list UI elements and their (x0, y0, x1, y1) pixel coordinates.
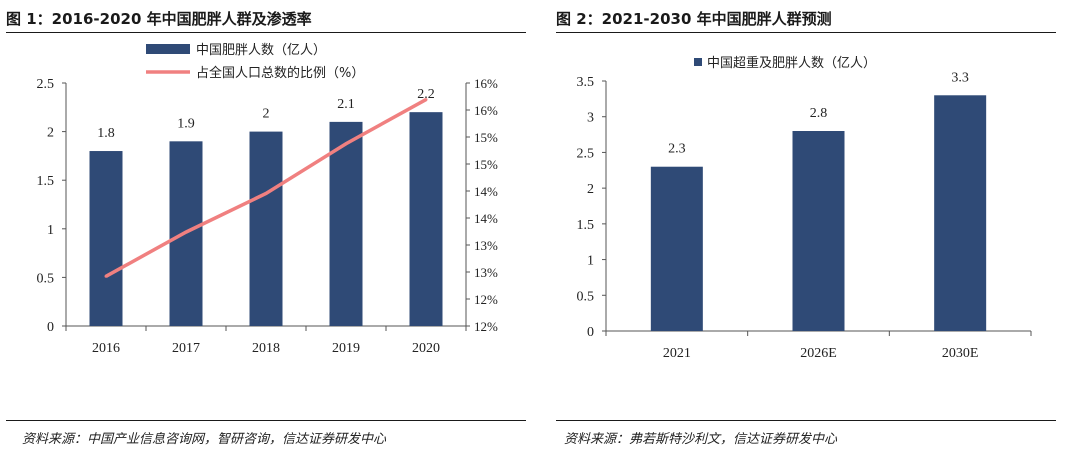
chart-1: 0 0.5 1 1.5 2 2.5 12% 12% 13% 13% 14% 14% 15% 15% 16% 1… (37, 43, 499, 356)
y-tick-label-right: 15% (474, 157, 498, 172)
figure-1-title: 图 1：2016-2020 年中国肥胖人群及渗透率 (6, 10, 312, 28)
y-tick-label: 1 (587, 254, 594, 269)
x-tick-label: 2026E (800, 346, 837, 361)
bar (249, 131, 283, 326)
line-point (344, 142, 348, 146)
y-tick-label-left: 2 (47, 126, 54, 141)
y-tick-label-left: 1 (47, 223, 54, 238)
y-tick-label-right: 13% (474, 265, 498, 280)
legend-label: 中国超重及肥胖人数（亿人） (707, 55, 876, 71)
y-tick-label-right: 15% (474, 130, 498, 145)
bar (89, 151, 123, 326)
bar-value-label: 2.3 (668, 142, 686, 157)
y-tick-label-right: 12% (474, 292, 498, 307)
bar (934, 95, 987, 332)
x-tick-label: 2017 (172, 341, 200, 356)
y-tick-label: 3.5 (577, 75, 595, 90)
figure-2-bottom-rule (556, 420, 1056, 421)
x-tick-label: 2016 (92, 341, 120, 356)
bar-value-label: 1.9 (177, 116, 195, 131)
bar-value-label: 2.2 (417, 87, 435, 102)
figure-2-source: 资料来源：弗若斯特沙利文，信达证券研发中心 (564, 432, 838, 447)
bar-value-label: 2.8 (810, 106, 828, 121)
bar (792, 131, 845, 331)
y-tick-label: 0 (587, 325, 594, 340)
legend-swatch (694, 58, 702, 66)
bar (650, 166, 703, 331)
figure-2-title: 图 2：2021-2030 年中国肥胖人群预测 (556, 10, 832, 28)
line-point (424, 98, 428, 102)
bar-value-label: 1.8 (97, 126, 115, 141)
x-tick-label: 2018 (252, 341, 280, 356)
y-tick-label: 2.5 (577, 146, 595, 161)
bar (329, 121, 363, 326)
y-tick-label-right: 13% (474, 238, 498, 253)
figure-1-top-rule (6, 32, 526, 33)
line-point (184, 230, 188, 234)
line-point (264, 191, 268, 195)
line-point (104, 274, 108, 278)
y-tick-label: 2 (587, 182, 594, 197)
legend-label-line: 占全国人口总数的比例（%） (196, 65, 364, 81)
y-tick-label-right: 12% (474, 319, 498, 334)
figure-1-source: 资料来源：中国产业信息咨询网，智研咨询，信达证券研发中心 (22, 432, 387, 447)
bar-value-label: 2 (263, 107, 270, 122)
x-tick-label: 2030E (942, 346, 979, 361)
y-tick-label-left: 1.5 (37, 174, 55, 189)
y-tick-label-right: 14% (474, 184, 498, 199)
bar-value-label: 3.3 (951, 70, 969, 85)
x-tick-label: 2021 (663, 346, 691, 361)
y-tick-label-left: 2.5 (37, 77, 55, 92)
legend-swatch-bar (146, 44, 190, 54)
y-tick-label: 0.5 (577, 289, 595, 304)
chart-2: 0 0.5 1 1.5 2 2.5 3 3.5 2.3 2021 2.8 2026E 3.3 2030E 中… (577, 55, 1032, 361)
legend-label-bar: 中国肥胖人数（亿人） (196, 43, 326, 58)
y-tick-label-left: 0.5 (37, 271, 55, 286)
bar-value-label: 2.1 (337, 97, 355, 112)
figure-2-top-rule (556, 32, 1056, 33)
x-tick-label: 2019 (332, 341, 360, 356)
y-tick-label-left: 0 (47, 320, 54, 335)
y-tick-label-right: 16% (474, 76, 498, 91)
y-tick-label: 1.5 (577, 218, 595, 233)
x-tick-label: 2020 (412, 341, 440, 356)
y-tick-label-right: 16% (474, 103, 498, 118)
figure-1-bottom-rule (6, 420, 526, 421)
y-tick-label: 3 (587, 111, 594, 126)
bar (409, 112, 443, 326)
y-tick-label-right: 14% (474, 211, 498, 226)
